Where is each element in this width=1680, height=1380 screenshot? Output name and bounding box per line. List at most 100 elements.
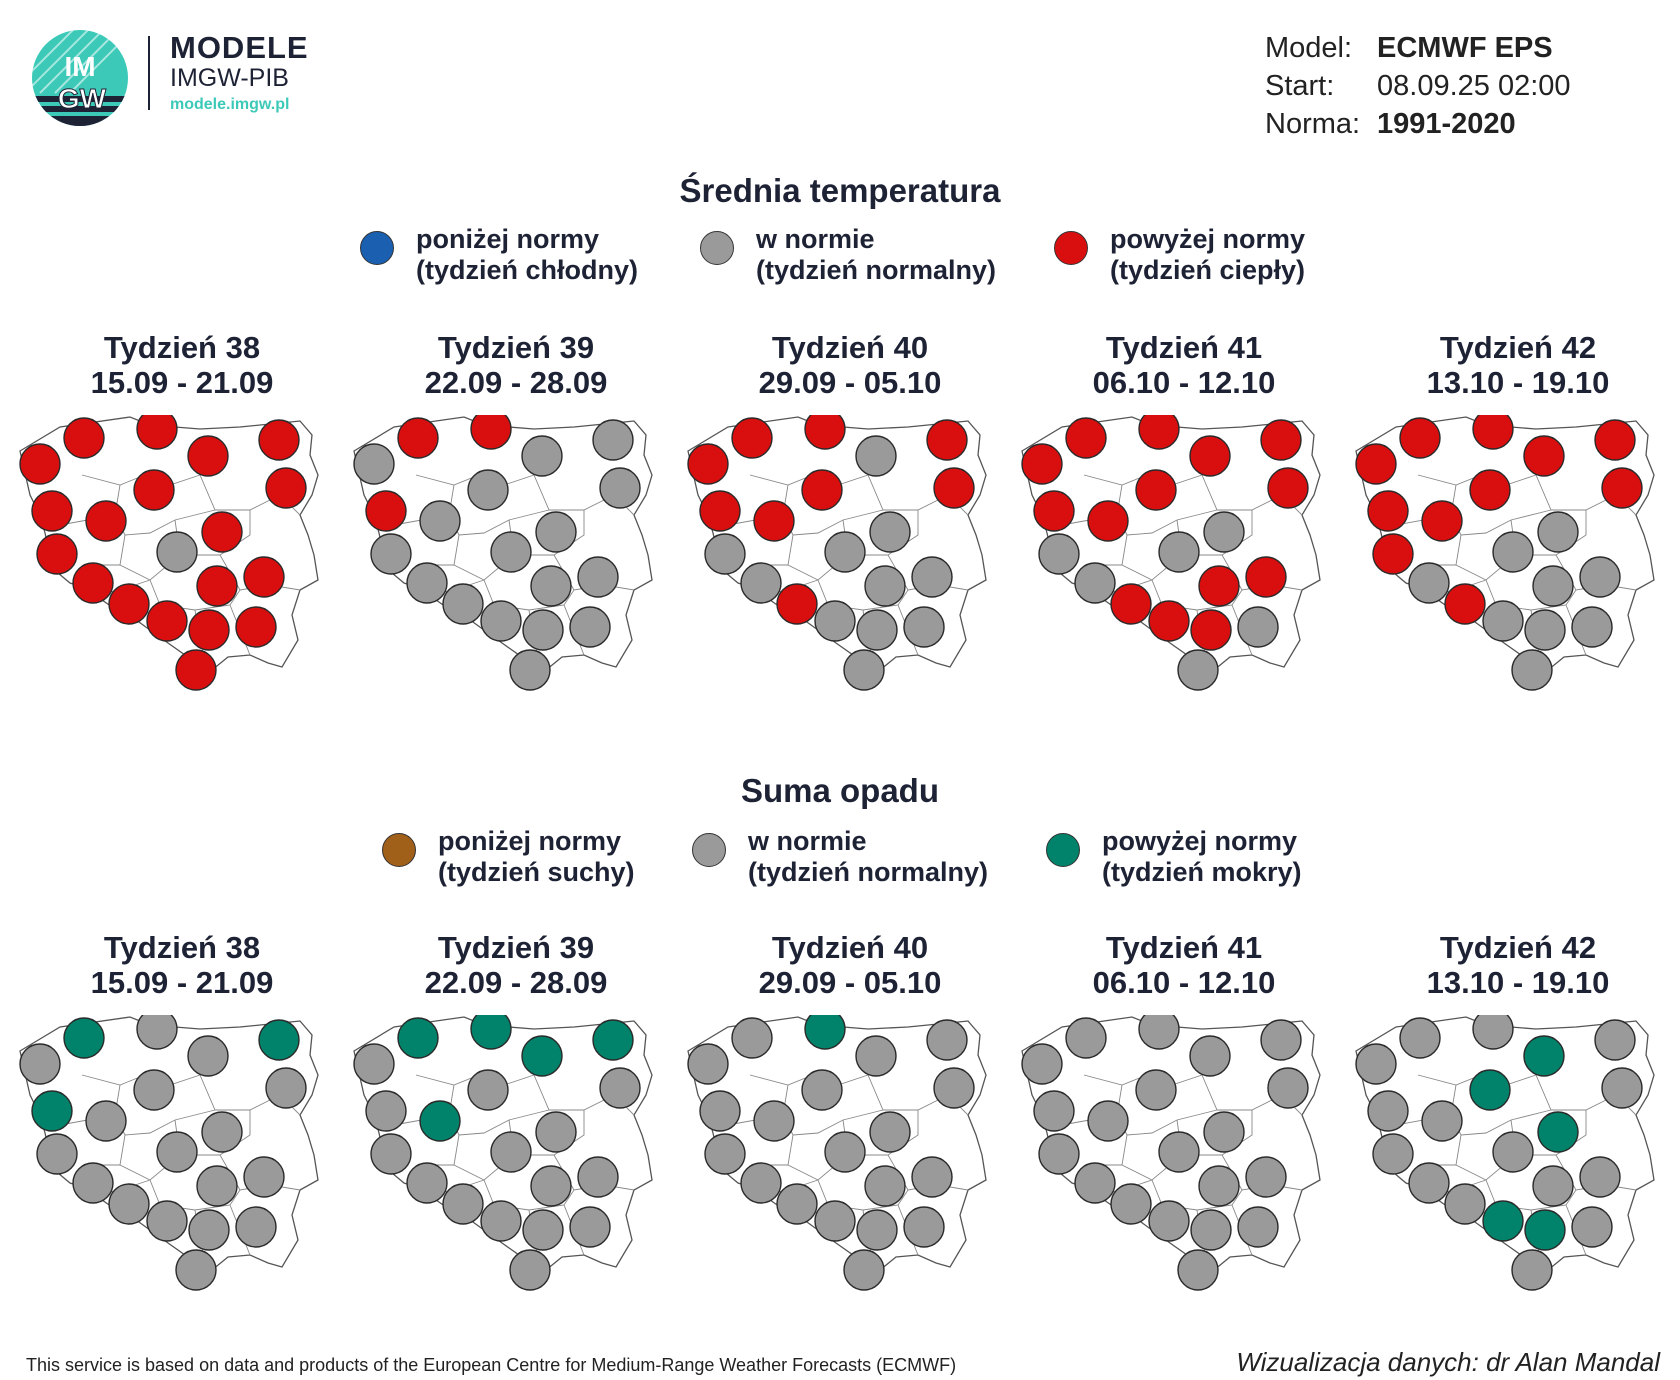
station-dot-normal [522, 609, 564, 651]
week-number: Tydzień 42 [1439, 930, 1597, 965]
station-dot-normal [1408, 562, 1450, 604]
station-dot-normal [1065, 1017, 1107, 1059]
precip-week-title: Tydzień 40 29.09 - 05.10 [700, 930, 1000, 1000]
station-dot-above [108, 583, 150, 625]
station-dot-normal [175, 1249, 217, 1291]
legend-temp-below: poniżej normy (tydzień chłodny) [360, 224, 638, 286]
precip-week-title: Tydzień 39 22.09 - 28.09 [366, 930, 666, 1000]
station-dot-normal [522, 1209, 564, 1251]
station-dot-normal [704, 533, 746, 575]
week-dates: 15.09 - 21.09 [90, 365, 274, 400]
station-dot-normal [187, 1035, 229, 1077]
station-dot-wet [1523, 1035, 1565, 1077]
station-dot-normal [235, 1206, 277, 1248]
station-dot-above [1110, 583, 1152, 625]
station-dot-normal [753, 1100, 795, 1142]
station-dot-wet [804, 1015, 846, 1050]
station-dot-above [926, 419, 968, 461]
temp-map-week-39 [353, 415, 653, 691]
station-dot-normal [1492, 531, 1534, 573]
precip-week-title: Tydzień 38 15.09 - 21.09 [32, 930, 332, 1000]
station-dot-normal [490, 1131, 532, 1173]
station-dot-above [63, 417, 105, 459]
logo-emblem-icon: IM GW [32, 30, 128, 126]
station-dot-normal [1110, 1183, 1152, 1225]
station-dot-normal [419, 500, 461, 542]
footer-credit: Wizualizacja danych: dr Alan Mandal [1236, 1347, 1660, 1377]
legend-label: powyżej normy [1110, 224, 1306, 254]
legend-sublabel: (tydzień normalny) [756, 255, 997, 285]
station-dot-normal [911, 1156, 953, 1198]
footer-attribution: This service is based on data and produc… [26, 1355, 957, 1375]
legend-dot-icon [700, 231, 734, 265]
brand-title: MODELE [170, 30, 309, 65]
model-label: Model: [1265, 32, 1353, 64]
station-dot-normal [1177, 1249, 1219, 1291]
station-dot-normal [855, 1035, 897, 1077]
station-dot-normal [156, 531, 198, 573]
station-dot-normal [1601, 1067, 1643, 1109]
station-dot-normal [467, 1069, 509, 1111]
station-dot-above [31, 490, 73, 532]
precip-map-week-39 [353, 1015, 653, 1291]
station-dot-above [243, 556, 285, 598]
legend-label: w normie [756, 224, 875, 254]
station-dot-normal [843, 1249, 885, 1291]
temp-week-title: Tydzień 39 22.09 - 28.09 [366, 330, 666, 400]
station-dot-normal [592, 419, 634, 461]
station-dot-above [753, 500, 795, 542]
station-dot-normal [1138, 1015, 1180, 1050]
station-dot-above [933, 467, 975, 509]
brand-url-link[interactable]: modele.imgw.pl [170, 96, 290, 113]
station-dot-above [1087, 500, 1129, 542]
station-dot-normal [1021, 1043, 1063, 1085]
week-number: Tydzień 42 [1439, 330, 1597, 365]
legend-precip-below: poniżej normy (tydzień suchy) [382, 826, 635, 888]
station-dot-above [187, 435, 229, 477]
temp-map-week-38 [19, 415, 319, 691]
station-dot-wet [31, 1090, 73, 1132]
week-dates: 22.09 - 28.09 [424, 365, 608, 400]
station-dot-normal [1190, 1209, 1232, 1251]
temp-week-title: Tydzień 42 13.10 - 19.10 [1368, 330, 1668, 400]
station-dot-normal [535, 511, 577, 553]
station-dot-above [1399, 417, 1441, 459]
station-dot-normal [911, 556, 953, 598]
station-dot-normal [577, 556, 619, 598]
station-dot-wet [1524, 1209, 1566, 1251]
station-dot-normal [365, 1090, 407, 1132]
model-value: ECMWF EPS [1377, 32, 1553, 64]
legend-label: powyżej normy [1102, 826, 1298, 856]
station-dot-above [397, 417, 439, 459]
station-dot-normal [855, 435, 897, 477]
station-dot-above [1033, 490, 1075, 532]
legend-dot-icon [1046, 833, 1080, 867]
station-dot-above [365, 490, 407, 532]
legend-sublabel: (tydzień ciepły) [1110, 255, 1306, 285]
station-dot-normal [1532, 565, 1574, 607]
station-dot-normal [1158, 1131, 1200, 1173]
norm-value: 1991-2020 [1377, 108, 1516, 140]
station-dot-normal [1355, 1043, 1397, 1085]
station-dot-normal [1444, 1183, 1486, 1225]
imgw-logo[interactable]: IM GW [30, 28, 320, 128]
week-number: Tydzień 39 [437, 330, 595, 365]
station-dot-normal [1537, 511, 1579, 553]
station-dot-normal [490, 531, 532, 573]
week-number: Tydzień 41 [1105, 930, 1263, 965]
station-dot-above [136, 415, 178, 450]
temp-map-week-41 [1021, 415, 1321, 691]
station-dot-normal [1033, 1090, 1075, 1132]
station-dot-normal [864, 565, 906, 607]
week-number: Tydzień 38 [103, 930, 261, 965]
legend-dot-icon [692, 833, 726, 867]
station-dot-normal [1198, 1165, 1240, 1207]
station-dot-normal [926, 1019, 968, 1061]
brand-subtitle: IMGW-PIB [170, 64, 289, 92]
station-dot-above [470, 415, 512, 450]
station-dot-normal [1579, 556, 1621, 598]
station-dot-above [1367, 490, 1409, 532]
station-dot-normal [869, 1111, 911, 1153]
precip-map-week-38 [19, 1015, 319, 1291]
station-dot-normal [1482, 600, 1524, 642]
